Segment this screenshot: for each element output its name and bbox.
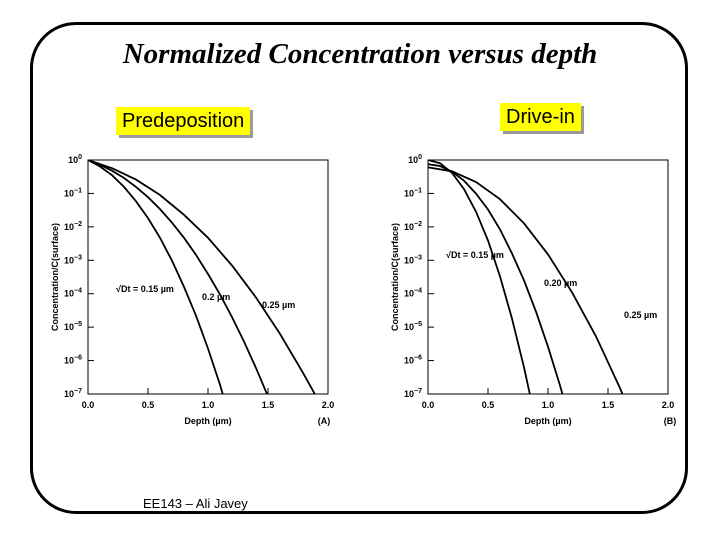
x-tick-label: 2.0 xyxy=(322,400,335,410)
predeposition-label: Predeposition xyxy=(116,107,251,135)
y-tick-label: 10−7 xyxy=(64,388,82,399)
y-tick-label: 10−4 xyxy=(404,288,422,299)
drive-in-label: Drive-in xyxy=(500,103,581,131)
x-axis-label: Depth (µm) xyxy=(524,416,571,426)
plot-frame xyxy=(87,159,329,395)
y-tick-label: 10−5 xyxy=(404,321,422,332)
panel-label: (A) xyxy=(318,416,331,426)
y-tick-label: 10−3 xyxy=(64,254,82,265)
series-label-3: 0.25 µm xyxy=(624,310,657,320)
series-curve-3 xyxy=(428,166,624,394)
series-label-1: √Dt = 0.15 µm xyxy=(116,284,174,294)
x-tick-label: 0.5 xyxy=(142,400,155,410)
x-tick-label: 0.5 xyxy=(482,400,495,410)
y-tick-label: 10−5 xyxy=(64,321,82,332)
y-tick-label: 10−3 xyxy=(404,254,422,265)
y-tick-label: 10−1 xyxy=(64,187,82,198)
x-tick-label: 1.5 xyxy=(262,400,275,410)
x-tick-label: 0.0 xyxy=(82,400,95,410)
series-curve-3 xyxy=(88,160,316,394)
series-curve-2 xyxy=(88,160,268,394)
panel-label: (B) xyxy=(664,416,677,426)
series-label-3: 0.25 µm xyxy=(262,300,295,310)
drive-in-chart: 100 10−1 10−2 10−3 10−4 10−5 10−6 10−70.0 0.5 1.0… xyxy=(390,154,677,426)
y-tick-label: 10−6 xyxy=(64,355,82,366)
x-tick-label: 0.0 xyxy=(422,400,435,410)
x-tick-label: 1.0 xyxy=(202,400,215,410)
predeposition-chart: 100 10−1 10−2 10−3 10−4 10−5 10−6 10−70.0 0.5 1.0… xyxy=(50,154,335,426)
y-tick-label: 10−2 xyxy=(404,221,422,232)
y-axis-label: Concentration/C(surface) xyxy=(390,223,400,331)
y-tick-label: 10−2 xyxy=(64,221,82,232)
y-tick-label: 10−7 xyxy=(404,388,422,399)
y-tick-label: 10−6 xyxy=(404,355,422,366)
x-tick-label: 2.0 xyxy=(662,400,675,410)
x-tick-label: 1.0 xyxy=(542,400,555,410)
series-curve-1 xyxy=(88,160,224,394)
slide-title: Normalized Concentration versus depth xyxy=(122,38,598,70)
y-tick-label: 10−1 xyxy=(404,187,422,198)
y-axis-label: Concentration/C(surface) xyxy=(50,223,60,331)
y-tick-label: 10−4 xyxy=(64,288,82,299)
series-label-2: 0.2 µm xyxy=(202,292,230,302)
series-label-1: √Dt = 0.15 µm xyxy=(446,250,504,260)
series-label-2: 0.20 µm xyxy=(544,278,577,288)
x-axis-label: Depth (µm) xyxy=(184,416,231,426)
series-curve-1 xyxy=(428,160,531,394)
plot-frame xyxy=(427,159,669,395)
x-tick-label: 1.5 xyxy=(602,400,615,410)
footer-text: EE143 – Ali Javey xyxy=(143,496,248,511)
y-tick-label: 100 xyxy=(68,154,82,165)
series-curve-2 xyxy=(428,163,564,394)
y-tick-label: 100 xyxy=(408,154,422,165)
